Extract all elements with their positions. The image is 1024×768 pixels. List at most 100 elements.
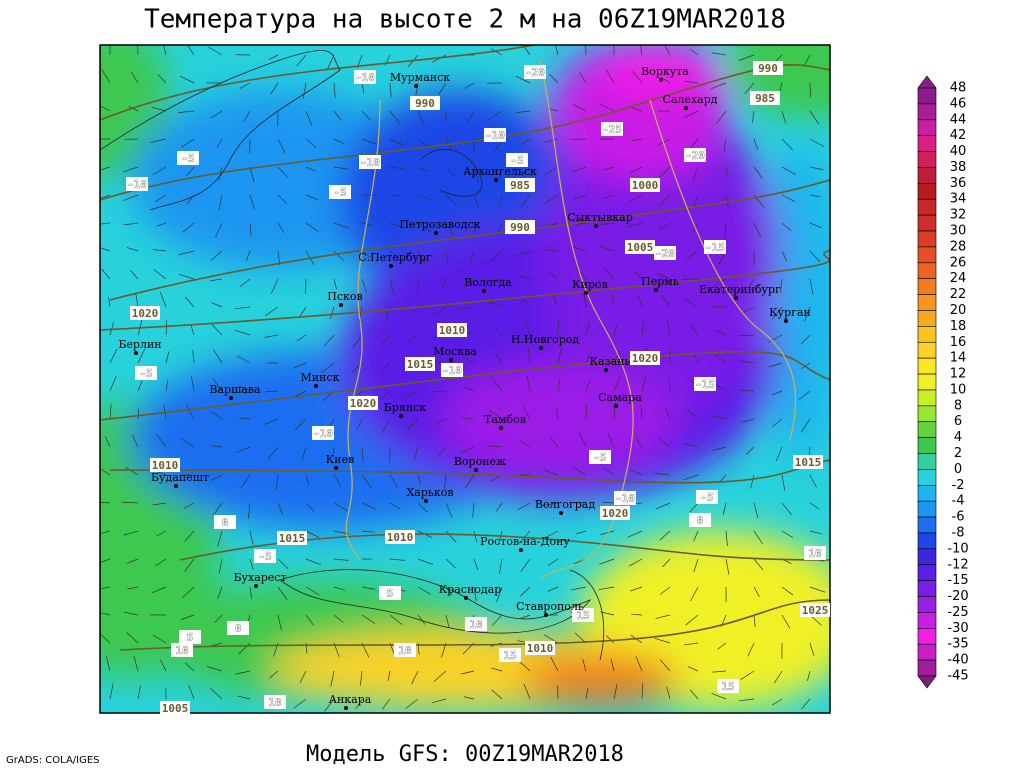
wind-arrow <box>417 614 426 625</box>
wind-arrow <box>467 110 475 124</box>
wind-arrow <box>403 390 419 399</box>
wind-arrow <box>525 322 531 336</box>
wind-arrow <box>330 670 335 687</box>
wind-arrow <box>473 194 479 209</box>
city-dot <box>474 468 478 472</box>
colorbar-label: 6 <box>954 414 962 429</box>
contour-label-box <box>354 70 376 84</box>
wind-arrow <box>180 614 195 621</box>
wind-arrow <box>417 194 432 201</box>
wind-arrow <box>711 693 727 700</box>
wind-arrow <box>630 586 643 592</box>
wind-arrow <box>546 249 559 252</box>
wind-arrow <box>659 659 671 672</box>
colorbar-band <box>917 198 937 216</box>
contour-label-box <box>329 185 351 199</box>
wind-arrow <box>212 378 223 392</box>
wind-arrow <box>387 670 391 681</box>
wind-arrow <box>665 408 671 420</box>
city-label: Воронеж <box>454 455 506 468</box>
wind-arrow <box>517 502 531 511</box>
wind-arrow <box>301 446 307 461</box>
wind-arrow <box>157 73 167 84</box>
wind-arrow <box>462 356 475 364</box>
wind-arrow <box>411 306 419 317</box>
wind-arrow <box>238 642 251 655</box>
contour-label-box <box>625 240 655 254</box>
wind-arrow <box>246 250 251 261</box>
wind-arrow <box>206 666 223 672</box>
isobar-label: 1015 <box>795 456 822 469</box>
wind-arrow <box>126 632 139 644</box>
wind-arrow <box>326 54 335 70</box>
wind-arrow <box>237 695 251 700</box>
wind-arrow <box>611 293 615 308</box>
city-dot <box>414 84 418 88</box>
colorbar-band <box>917 564 937 581</box>
wind-arrow <box>137 378 144 392</box>
wind-arrow <box>405 698 419 710</box>
city-dot <box>539 346 543 350</box>
wind-arrow <box>130 269 139 280</box>
wind-arrow <box>499 194 503 206</box>
wind-arrow <box>492 379 503 392</box>
wind-arrow <box>417 166 429 172</box>
wind-arrow <box>152 166 167 175</box>
wind-arrow <box>631 138 643 142</box>
wind-arrow <box>600 611 615 616</box>
contour-label-box <box>601 122 623 136</box>
city-dot <box>174 484 178 488</box>
wind-arrow <box>186 166 195 177</box>
wind-arrow <box>809 166 824 171</box>
wind-arrow <box>122 501 139 504</box>
wind-arrow <box>361 614 376 624</box>
wind-arrow <box>126 558 139 564</box>
city-label: Краснодар <box>439 583 502 596</box>
city-label: Будапешт <box>151 471 209 484</box>
wind-arrow <box>361 82 365 94</box>
wind-arrow <box>271 278 279 294</box>
wind-arrow <box>613 376 621 392</box>
wind-arrow <box>210 110 223 119</box>
wind-arrow <box>683 642 699 646</box>
wind-arrow <box>321 362 335 374</box>
wind-arrow <box>296 54 307 67</box>
wind-arrow <box>603 166 615 171</box>
wind-arrow <box>105 656 111 672</box>
wind-arrow <box>184 502 195 509</box>
wind-arrow <box>417 250 427 265</box>
wind-arrow <box>585 380 591 392</box>
wind-arrow <box>445 558 456 569</box>
wind-arrow <box>277 194 287 204</box>
wind-arrow <box>333 558 349 561</box>
wind-arrow <box>277 502 283 515</box>
wind-arrow <box>214 614 223 623</box>
wind-arrow <box>305 558 322 566</box>
wind-arrow <box>739 389 755 392</box>
city-dot <box>519 548 523 552</box>
wind-arrow <box>216 138 223 148</box>
contour-label-box <box>505 220 535 234</box>
city-dot <box>559 511 563 515</box>
colorbar-label: 16 <box>950 335 967 350</box>
wind-vectors <box>100 45 826 712</box>
isotherm-label: -10 <box>485 129 505 142</box>
wind-arrow <box>571 166 587 173</box>
wind-arrow <box>122 194 139 201</box>
wind-arrow <box>693 194 699 207</box>
colorbar-label: 4 <box>954 430 962 445</box>
city-label: Псков <box>327 290 362 303</box>
wind-arrow <box>689 48 699 56</box>
isotherm-label: -5 <box>700 491 713 504</box>
wind-arrow <box>725 166 728 178</box>
wind-arrow <box>654 637 671 644</box>
wind-arrow <box>299 670 307 684</box>
wind-arrow <box>549 436 559 448</box>
isobar-label: 990 <box>510 221 530 234</box>
wind-arrow <box>100 530 111 535</box>
wind-arrow <box>305 502 315 512</box>
wind-arrow <box>659 530 671 541</box>
colorbar-label: 44 <box>950 112 967 127</box>
wind-arrow <box>305 474 310 486</box>
